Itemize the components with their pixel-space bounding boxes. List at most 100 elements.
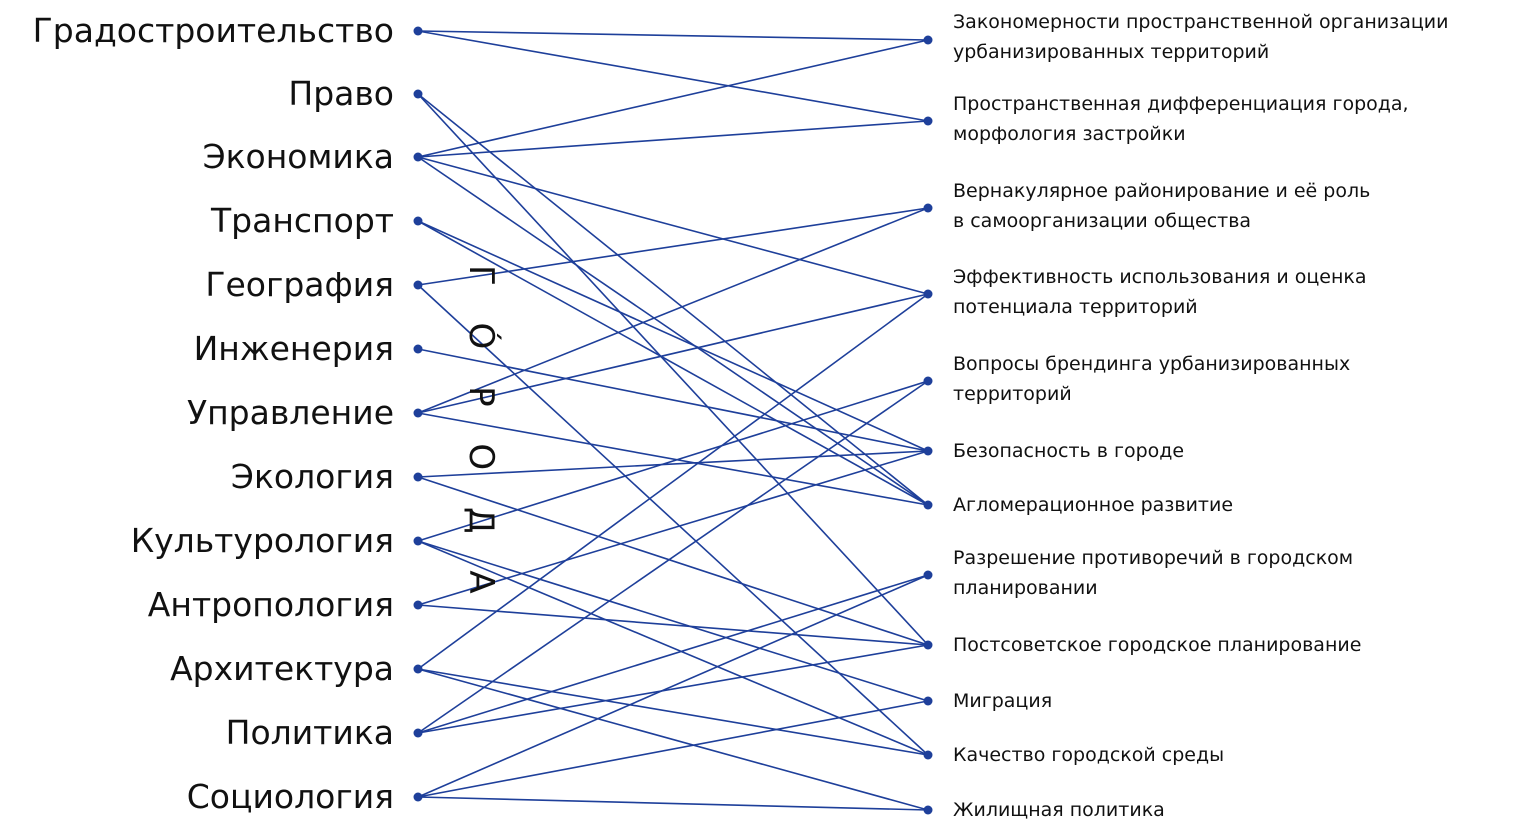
topic-label-line: Постсоветское городское планирование: [953, 634, 1362, 656]
connection-line: [417, 380, 929, 542]
discipline-label: Социология: [186, 777, 394, 816]
topic-label-line: планировании: [953, 577, 1098, 599]
discipline-label: Градостроительство: [32, 11, 394, 50]
topic-label: Миграция: [953, 686, 1533, 716]
connection-line: [417, 604, 929, 646]
connection-line: [417, 348, 929, 452]
connection-line: [417, 668, 929, 756]
connection-line: [417, 207, 929, 414]
discipline-node-dot: [413, 26, 423, 36]
discipline-node-dot: [413, 216, 423, 226]
topic-label-line: Агломерационное развитие: [953, 494, 1234, 516]
connection-line: [417, 574, 929, 798]
topic-label: Качество городской среды: [953, 740, 1533, 770]
connection-line: [417, 668, 929, 811]
topic-label-line: Жилищная политика: [953, 799, 1165, 821]
topic-node-dot: [923, 446, 933, 456]
topic-node-dot: [923, 696, 933, 706]
topic-label-line: Эффективность использования и оценка: [953, 266, 1367, 288]
connection-lines: [417, 30, 929, 811]
discipline-label: География: [205, 265, 394, 304]
topic-label-line: Вопросы брендинга урбанизированных: [953, 353, 1351, 375]
discipline-node-dot: [413, 408, 423, 418]
topic-node-dot: [923, 289, 933, 299]
topic-label: Жилищная политика: [953, 795, 1533, 825]
topic-label-line: в самоорганизации общества: [953, 210, 1252, 232]
vertical-word-goroda: Г Ó Р О Д А: [461, 265, 501, 607]
discipline-node-dot: [413, 472, 423, 482]
connection-line: [417, 207, 929, 286]
topic-label-line: урбанизированных территорий: [953, 41, 1270, 63]
connection-line: [417, 93, 929, 646]
connection-line: [417, 284, 929, 756]
discipline-node-dot: [413, 728, 423, 738]
connection-nodes: [413, 26, 933, 815]
discipline-node-dot: [413, 664, 423, 674]
connection-line: [417, 220, 929, 452]
topic-label: Вернакулярное районирование и её роль в с…: [953, 176, 1533, 236]
connection-line: [417, 380, 929, 734]
connection-line: [417, 39, 929, 158]
discipline-node-dot: [413, 536, 423, 546]
connection-line: [417, 220, 929, 506]
topic-label-line: Качество городской среды: [953, 744, 1225, 766]
connection-line: [417, 30, 929, 122]
discipline-node-dot: [413, 344, 423, 354]
connection-line: [417, 476, 929, 646]
topic-label: Постсоветское городское планирование: [953, 630, 1533, 660]
topic-label-line: территорий: [953, 383, 1072, 405]
discipline-label: Антропология: [147, 585, 394, 624]
discipline-label: Экология: [230, 457, 394, 496]
topic-label-line: потенциала территорий: [953, 296, 1198, 318]
topic-label: Закономерности пространственной организа…: [953, 7, 1533, 67]
topic-label-line: морфология застройки: [953, 123, 1186, 145]
connection-line: [417, 30, 929, 41]
discipline-label: Право: [288, 74, 394, 113]
discipline-node-dot: [413, 792, 423, 802]
topic-label: Безопасность в городе: [953, 436, 1533, 466]
connection-line: [417, 540, 929, 702]
topic-label: Эффективность использования и оценка поте…: [953, 262, 1533, 322]
topic-label-line: Безопасность в городе: [953, 440, 1185, 462]
topic-label: Агломерационное развитие: [953, 490, 1533, 520]
connection-line: [417, 93, 929, 506]
discipline-label: Управление: [186, 393, 394, 432]
topic-label-line: Миграция: [953, 690, 1053, 712]
connection-line: [417, 120, 929, 158]
topic-node-dot: [923, 750, 933, 760]
connection-line: [417, 700, 929, 798]
discipline-label: Транспорт: [211, 201, 394, 240]
topic-node-dot: [923, 640, 933, 650]
topic-label: Разрешение противоречий в городском плани…: [953, 543, 1533, 603]
discipline-node-dot: [413, 152, 423, 162]
connection-line: [417, 450, 929, 606]
topic-node-dot: [923, 500, 933, 510]
topic-label: Пространственная дифференциация города, м…: [953, 89, 1533, 149]
connection-line: [417, 293, 929, 414]
topic-label-line: Закономерности пространственной организа…: [953, 11, 1449, 33]
discipline-node-dot: [413, 600, 423, 610]
topic-label-line: Разрешение противоречий в городском: [953, 547, 1354, 569]
discipline-label: Политика: [225, 713, 394, 752]
topic-node-dot: [923, 35, 933, 45]
connection-line: [417, 796, 929, 811]
discipline-node-dot: [413, 280, 423, 290]
connection-line: [417, 412, 929, 506]
discipline-label: Культурология: [130, 521, 394, 560]
topic-label: Вопросы брендинга урбанизированных террит…: [953, 349, 1533, 409]
connection-line: [417, 574, 929, 734]
discipline-label: Инженерия: [193, 329, 394, 368]
topic-node-dot: [923, 203, 933, 213]
connection-line: [417, 293, 929, 670]
topic-label-line: Вернакулярное районирование и её роль: [953, 180, 1371, 202]
connection-line: [417, 540, 929, 756]
topic-label-line: Пространственная дифференциация города,: [953, 93, 1409, 115]
discipline-label: Архитектура: [170, 649, 394, 688]
connection-line: [417, 156, 929, 506]
discipline-node-dot: [413, 89, 423, 99]
discipline-label: Экономика: [202, 137, 394, 176]
topic-node-dot: [923, 805, 933, 815]
connection-line: [417, 450, 929, 478]
connection-line: [417, 156, 929, 295]
